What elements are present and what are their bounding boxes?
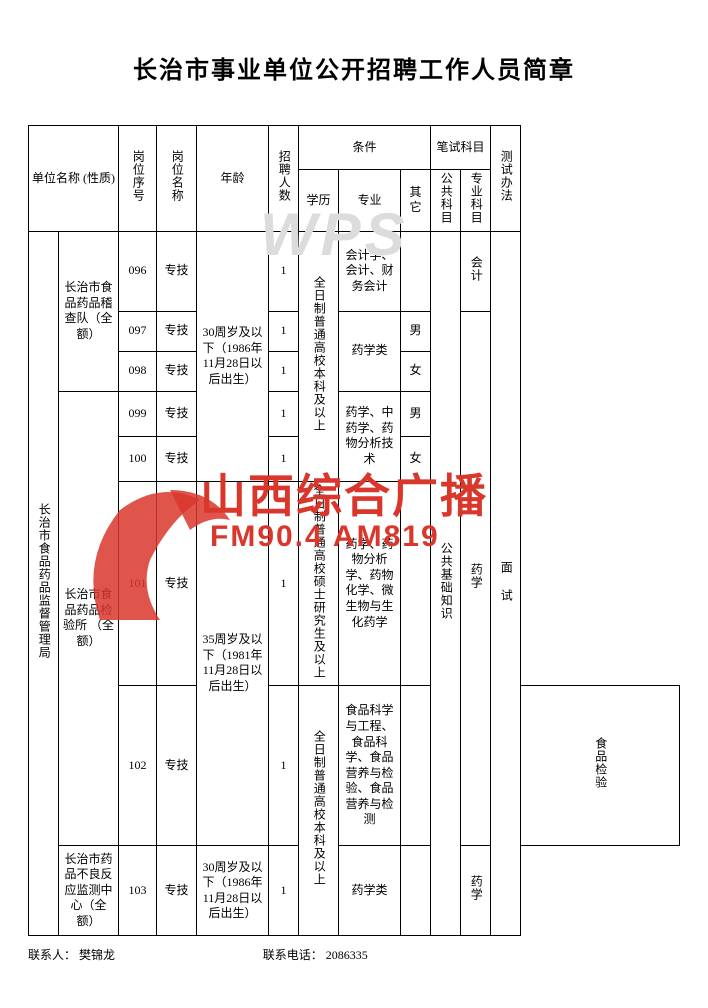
header-exam: 笔试科目 [431,126,491,170]
age-cell: 30周岁及以下（1986年11月28日以后出生） [197,231,269,481]
header-education: 学历 [299,170,339,232]
table-cell: 女 [401,351,431,391]
pro-subject-cell: 会计 [461,231,491,311]
table-cell: 专技 [157,686,197,846]
table-cell: 101 [119,481,157,686]
table-cell: 1 [269,391,299,436]
table-cell: 专技 [157,436,197,481]
table-cell: 096 [119,231,157,311]
table-cell: 专技 [157,481,197,686]
header-conditions: 条件 [299,126,431,170]
major-cell: 药学类 [339,846,401,936]
table-cell: 099 [119,391,157,436]
table-cell: 100 [119,436,157,481]
table-cell: 男 [401,311,431,351]
edu-cell: 全日制普通高校硕士研究生及以上 [299,481,339,686]
table-cell: 097 [119,311,157,351]
pro-subject-cell: 药学 [461,846,491,936]
table-cell: 1 [269,481,299,686]
header-public-subject: 公共科目 [431,170,461,232]
table-cell: 专技 [157,391,197,436]
header-pro-subject: 专业科目 [461,170,491,232]
table-cell: 1 [269,436,299,481]
pro-subject-cell: 食品检验 [521,686,680,846]
table-cell: 098 [119,351,157,391]
edu-cell: 全日制普通高校本科及以上 [299,686,339,936]
table-cell: 102 [119,686,157,846]
major-cell: 食品科学与工程、食品科学、食品营养与检验、食品营养与检测 [339,686,401,846]
major-cell: 药学类 [339,311,401,391]
recruitment-table: 单位名称 (性质) 岗位序号 岗位名称 年龄 招聘人数 条件 笔试科目 测试办法… [28,125,680,936]
method-cell: 面 试 [491,231,521,936]
table-cell: 专技 [157,311,197,351]
table-cell: 1 [269,351,299,391]
major-cell: 药学、中药学、药物分析技术 [339,391,401,481]
phone-label: 联系电话： [263,948,323,962]
header-unit: 单位名称 (性质) [29,126,119,232]
header-major: 专业 [339,170,401,232]
sub-dept-2: 长治市食品药品检验所 （全额） [59,391,119,846]
table-cell: 1 [269,686,299,846]
document-title: 长治市事业单位公开招聘工作人员简章 [28,50,680,85]
pro-subject-cell: 药学 [461,311,491,846]
edu-cell: 全日制普通高校本科及以上 [299,231,339,481]
table-cell: 103 [119,846,157,936]
age-cell: 30周岁及以下（1986年11月28日以后出生） [197,846,269,936]
table-cell: 女 [401,436,431,481]
public-subject-cell: 公共基础知识 [431,231,461,936]
main-dept: 长治市食品药品监督管理局 [29,231,59,936]
table-cell: 1 [269,311,299,351]
sub-dept-1: 长治市食品药品稽查队（全额） [59,231,119,391]
header-method: 测试办法 [491,126,521,232]
table-cell: 专技 [157,231,197,311]
major-cell: 会计学、会计、财务会计 [339,231,401,311]
sub-dept-3: 长治市药品不良反应监测中心（全额） [59,846,119,936]
table-cell: 男 [401,391,431,436]
table-cell: 1 [269,846,299,936]
footer: 联系人： 樊锦龙 联系电话： 2086335 [28,946,680,963]
table-cell: 1 [269,231,299,311]
age-cell: 35周岁及以下（1981年11月28日以后出生） [197,481,269,846]
contact-name: 樊锦龙 [79,948,115,962]
table-cell [401,686,431,846]
header-position-num: 岗位序号 [119,126,157,232]
contact-label: 联系人： [28,948,76,962]
header-other: 其它 [401,170,431,232]
table-cell [401,231,431,311]
table-cell [401,846,431,936]
header-count: 招聘人数 [269,126,299,232]
table-cell: 专技 [157,351,197,391]
phone-number: 2086335 [326,948,368,962]
header-age: 年龄 [197,126,269,232]
header-position-name: 岗位名称 [157,126,197,232]
table-cell: 专技 [157,846,197,936]
major-cell: 药学、药物分析学、药物化学、微生物与生化药学 [339,481,401,686]
table-cell [401,481,431,686]
